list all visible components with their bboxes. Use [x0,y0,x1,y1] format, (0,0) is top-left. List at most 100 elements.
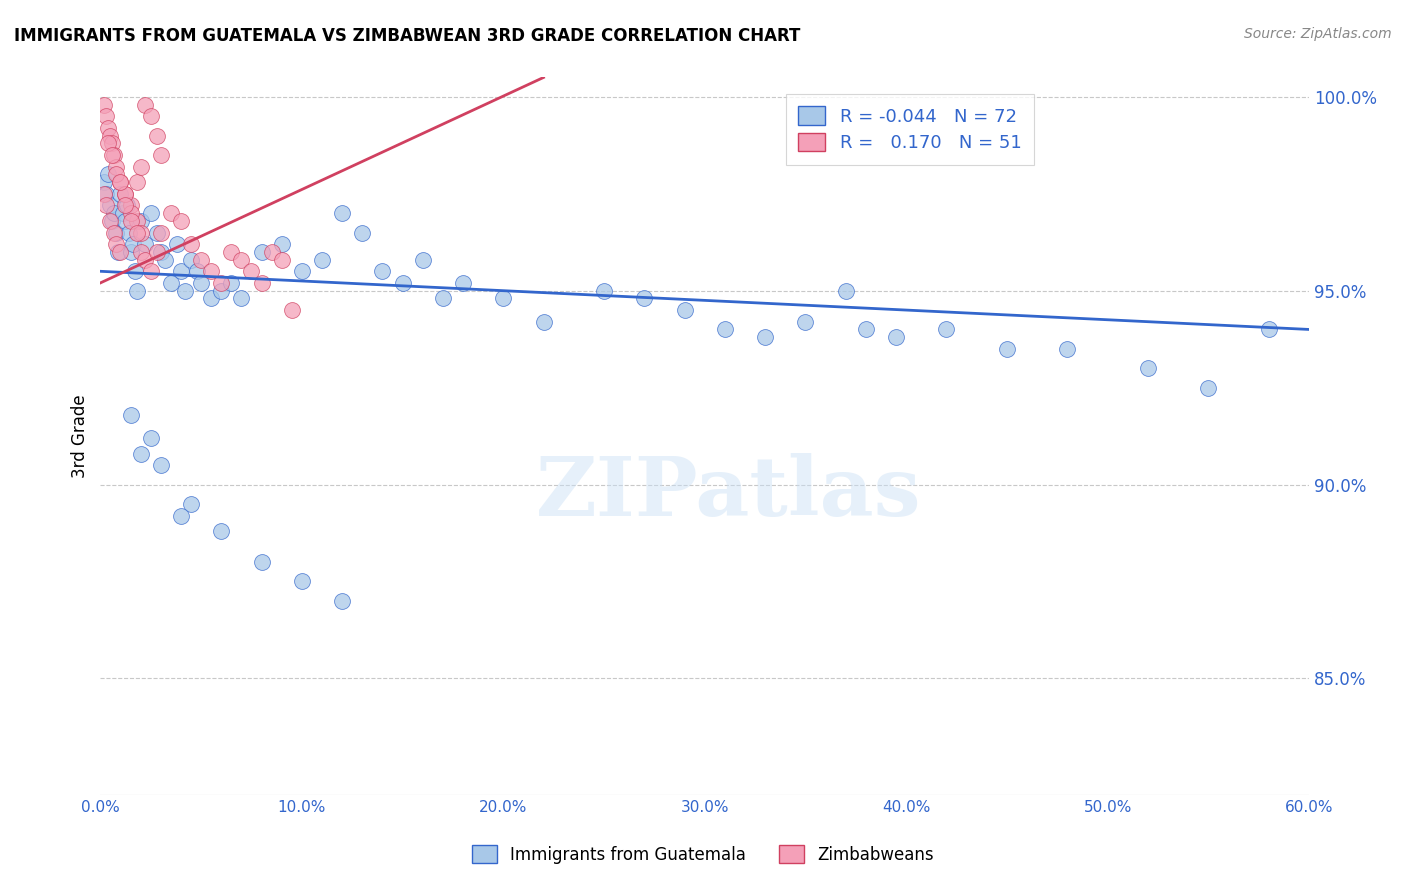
Point [97,136,120,151]
Point [96,186,118,201]
Point [633,292,655,306]
Point [149,226,172,240]
Point [754,330,776,344]
Point [186,264,208,278]
Point [221,276,243,290]
Point [250,244,273,259]
Point [330,594,353,608]
Point [260,244,283,259]
Point [190,276,212,290]
Point [995,342,1018,356]
Point [935,322,957,336]
Point [134,237,156,252]
Point [1257,322,1279,336]
Point [200,292,222,306]
Point [180,252,202,267]
Point [714,322,737,336]
Point [673,303,696,318]
Point [121,237,143,252]
Point [110,175,132,189]
Point [96,109,118,123]
Point [884,330,907,344]
Point [835,284,858,298]
Point [221,244,243,259]
Point [105,237,128,252]
Point [330,206,353,220]
Point [120,244,142,259]
Point [593,284,616,298]
Point [1056,342,1078,356]
Point [93,175,115,189]
Point [120,214,142,228]
Point [101,214,124,228]
Point [120,198,142,212]
Point [145,128,167,143]
Text: IMMIGRANTS FROM GUATEMALA VS ZIMBABWEAN 3RD GRADE CORRELATION CHART: IMMIGRANTS FROM GUATEMALA VS ZIMBABWEAN … [14,27,800,45]
Point [174,284,197,298]
Point [250,276,273,290]
Point [170,214,193,228]
Point [114,186,136,201]
Point [97,167,120,181]
Point [97,120,120,135]
Point [180,237,202,252]
Point [114,198,136,212]
Point [103,206,125,220]
Point [855,322,877,336]
Point [190,252,212,267]
Text: ZIPatlas: ZIPatlas [536,453,922,533]
Point [1197,381,1219,395]
Point [100,198,122,212]
Point [103,148,125,162]
Point [794,315,817,329]
Point [110,244,132,259]
Point [101,148,124,162]
Point [170,264,193,278]
Point [114,186,136,201]
Point [139,206,162,220]
Point [180,497,202,511]
Point [231,292,253,306]
Point [291,264,314,278]
Point [96,198,118,212]
Point [533,315,555,329]
Point [311,252,333,267]
Point [124,264,146,278]
Point [209,276,232,290]
Point [93,186,115,201]
Point [117,226,139,240]
Point [120,206,142,220]
Point [451,276,474,290]
Point [492,292,515,306]
Point [125,284,148,298]
Point [270,252,292,267]
Point [105,226,128,240]
Point [110,186,132,201]
Point [139,264,162,278]
Point [145,244,167,259]
Legend: R = -0.044   N = 72, R =   0.170   N = 51: R = -0.044 N = 72, R = 0.170 N = 51 [786,94,1035,165]
Point [129,446,152,460]
Point [129,244,152,259]
Point [209,284,232,298]
Point [110,175,132,189]
Point [291,574,314,589]
Point [129,226,152,240]
Point [352,226,374,240]
Point [129,160,152,174]
Point [100,128,122,143]
Point [101,136,124,151]
Point [115,198,138,212]
Point [105,160,128,174]
Point [129,214,152,228]
Point [139,109,162,123]
Point [111,206,134,220]
Point [170,508,193,523]
Point [1136,361,1159,376]
Point [114,214,136,228]
Point [134,97,156,112]
Point [105,167,128,181]
Point [103,226,125,240]
Point [145,226,167,240]
Point [231,252,253,267]
